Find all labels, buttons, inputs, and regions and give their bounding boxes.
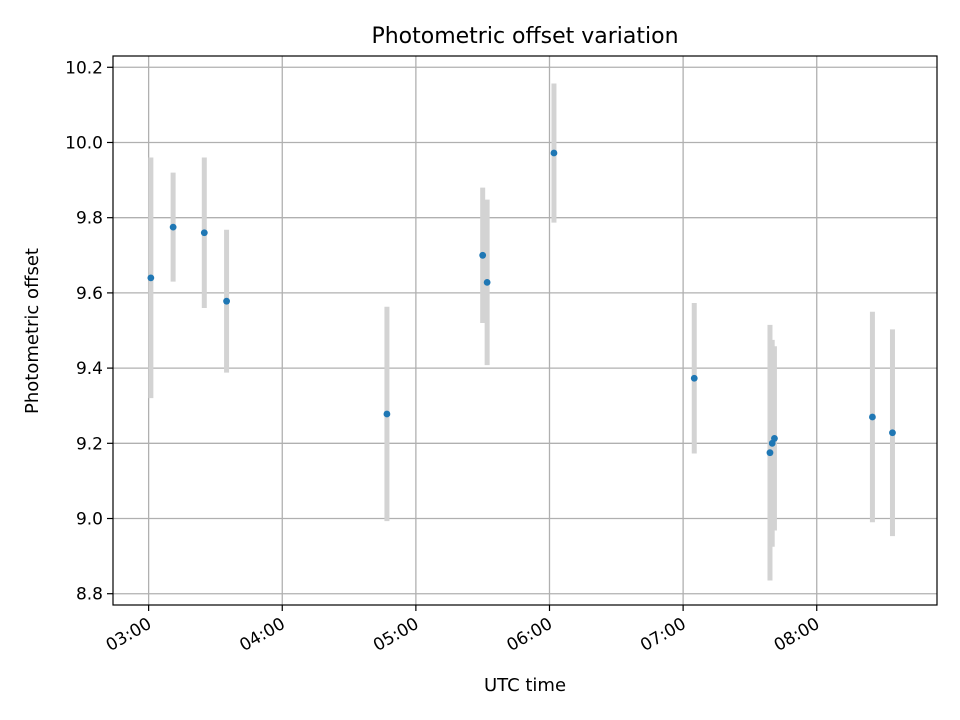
data-point — [147, 274, 155, 282]
y-tick-label: 9.0 — [76, 510, 103, 530]
y-tick-label: 10.0 — [65, 133, 103, 153]
data-points — [147, 149, 896, 457]
data-point — [479, 251, 487, 259]
grid-lines — [113, 56, 937, 605]
data-point — [889, 429, 896, 437]
data-point — [766, 449, 774, 457]
data-point — [223, 297, 230, 305]
y-tick-label: 9.8 — [76, 209, 103, 229]
data-point — [690, 374, 698, 382]
plot-frame — [112, 55, 938, 606]
y-tick-label: 8.8 — [76, 585, 103, 605]
data-point — [169, 223, 177, 231]
chart-title: Photometric offset variation — [371, 24, 678, 49]
data-point — [383, 410, 391, 418]
y-tick-label: 9.2 — [76, 434, 103, 454]
y-axis-ticks: 8.8 9.0 9.2 9.4 9.6 9.8 10.0 10.2 — [65, 58, 113, 605]
data-point — [483, 278, 491, 286]
data-point — [869, 413, 876, 421]
y-tick-label: 9.4 — [76, 359, 103, 379]
y-tick-label: 9.6 — [76, 284, 103, 304]
y-axis-label: Photometric offset — [22, 248, 43, 414]
data-point — [550, 149, 558, 157]
x-axis-label: UTC time — [484, 675, 566, 696]
y-tick-label: 10.2 — [65, 58, 103, 78]
data-point — [200, 229, 208, 237]
data-point — [771, 435, 778, 442]
